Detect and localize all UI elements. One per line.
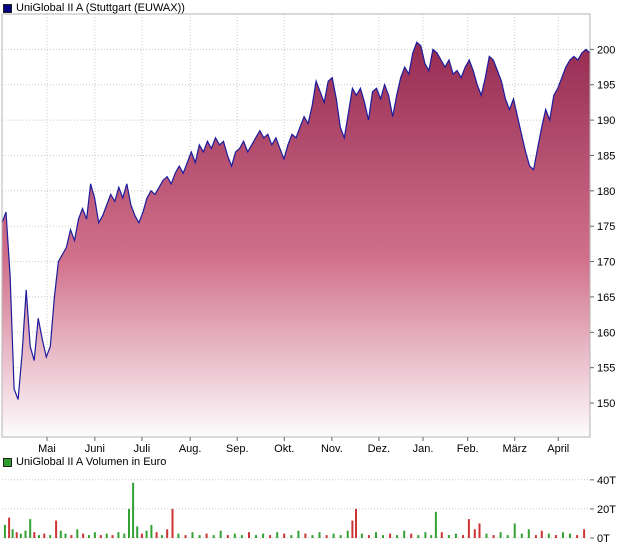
svg-text:Jan.: Jan. [413, 443, 434, 455]
volume-axes: 0T 20T 40T [590, 475, 616, 545]
svg-text:Juli: Juli [134, 443, 151, 455]
svg-text:Juni: Juni [85, 443, 105, 455]
price-area-fill [2, 42, 590, 438]
svg-text:März: März [503, 443, 527, 455]
svg-text:185: 185 [597, 150, 615, 162]
svg-text:155: 155 [597, 363, 615, 375]
svg-text:200: 200 [597, 44, 615, 56]
svg-text:175: 175 [597, 221, 615, 233]
svg-text:Okt.: Okt. [274, 443, 294, 455]
volume-chart-svg: 0T 20T 40T [2, 475, 616, 545]
svg-text:April: April [547, 443, 569, 455]
price-series-marker-icon [3, 3, 12, 13]
svg-text:190: 190 [597, 115, 615, 127]
price-line [1, 41, 591, 400]
volume-chart-header: UniGlobal II A Volumen in Euro [3, 456, 166, 468]
price-chart-title: UniGlobal II A (Stuttgart (EUWAX)) [16, 2, 185, 14]
svg-text:Aug.: Aug. [179, 443, 202, 455]
svg-text:Sep.: Sep. [226, 443, 249, 455]
volume-bars [3, 482, 586, 538]
svg-text:180: 180 [597, 186, 615, 198]
svg-text:150: 150 [597, 398, 615, 410]
volume-gridlines [2, 479, 590, 539]
svg-text:160: 160 [597, 327, 615, 339]
svg-text:Feb.: Feb. [457, 443, 479, 455]
svg-text:Mai: Mai [38, 443, 56, 455]
svg-text:195: 195 [597, 80, 615, 92]
price-chart-header: UniGlobal II A (Stuttgart (EUWAX)) [3, 2, 185, 14]
svg-text:0T: 0T [597, 533, 610, 545]
volume-chart-title: UniGlobal II A Volumen in Euro [16, 456, 167, 468]
price-chart-svg: 150 155 160 165 170 175 180 185 190 195 200 Mai Juni… [1, 13, 615, 455]
price-axes: 150 155 160 165 170 175 180 185 190 195 200 Mai Juni… [1, 13, 615, 455]
svg-text:165: 165 [597, 292, 615, 304]
svg-text:40T: 40T [597, 475, 616, 487]
svg-text:Nov.: Nov. [321, 443, 343, 455]
svg-text:20T: 20T [597, 504, 616, 516]
volume-series-marker-icon [3, 457, 12, 467]
svg-text:Dez.: Dez. [368, 443, 391, 455]
svg-text:170: 170 [597, 257, 615, 269]
